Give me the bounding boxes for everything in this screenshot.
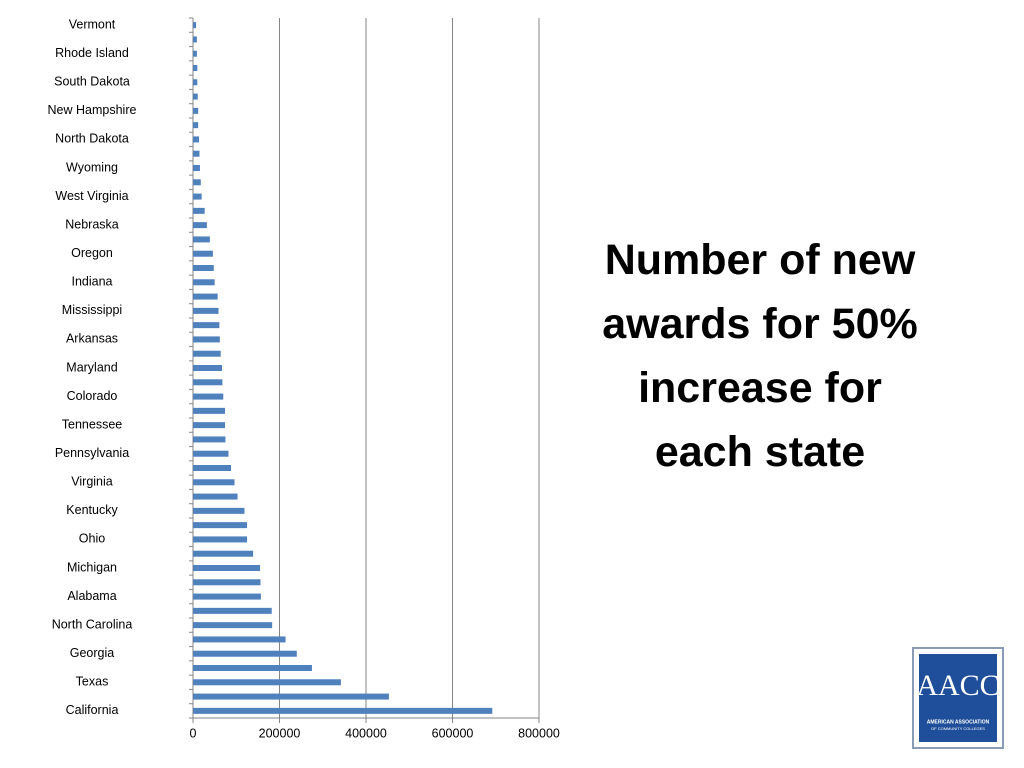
logo-field bbox=[919, 654, 997, 742]
bar bbox=[193, 165, 200, 171]
bar bbox=[193, 36, 197, 43]
bar bbox=[193, 279, 215, 286]
x-tick-label: 400000 bbox=[345, 726, 387, 740]
x-tick-label: 0 bbox=[190, 726, 197, 740]
y-tick-label: New Hampshire bbox=[48, 103, 137, 117]
y-tick-label: Wyoming bbox=[66, 160, 118, 174]
logo-mark: AACC bbox=[916, 669, 999, 702]
y-tick-label: Kentucky bbox=[66, 503, 118, 517]
bar bbox=[193, 107, 199, 114]
bar bbox=[193, 536, 248, 543]
y-tick-label: Georgia bbox=[70, 646, 115, 660]
bar bbox=[193, 622, 273, 629]
y-tick-label: Rhode Island bbox=[55, 46, 129, 60]
y-tick-label: South Dakota bbox=[54, 75, 130, 89]
bar bbox=[193, 350, 221, 357]
bar bbox=[193, 407, 226, 414]
x-tick-label: 200000 bbox=[259, 726, 301, 740]
bar bbox=[193, 22, 197, 29]
bar bbox=[193, 379, 223, 386]
bar bbox=[193, 450, 229, 457]
bar bbox=[193, 136, 200, 143]
y-tick-label: West Virginia bbox=[55, 189, 128, 203]
bar bbox=[193, 565, 261, 571]
bar bbox=[193, 636, 286, 643]
bar bbox=[193, 679, 341, 686]
bar bbox=[193, 607, 272, 614]
bar bbox=[193, 393, 224, 400]
bar bbox=[193, 79, 198, 86]
bar bbox=[193, 493, 238, 500]
y-tick-label: California bbox=[66, 703, 119, 717]
y-tick-label: Maryland bbox=[66, 360, 117, 374]
bar bbox=[193, 179, 201, 186]
y-tick-label: Pennsylvania bbox=[55, 446, 129, 460]
bar bbox=[193, 693, 389, 700]
y-tick-label: Virginia bbox=[71, 475, 113, 489]
bar bbox=[193, 522, 248, 529]
bar bbox=[193, 222, 207, 229]
bar bbox=[193, 236, 210, 243]
logo: AACC AMERICAN ASSOCIATION OF COMMUNITY C… bbox=[912, 647, 1004, 749]
y-tick-label: Arkansas bbox=[66, 332, 118, 346]
bar bbox=[193, 322, 220, 329]
bar bbox=[193, 507, 245, 514]
bar bbox=[193, 122, 199, 129]
bar bbox=[193, 193, 202, 200]
bar bbox=[193, 593, 261, 600]
y-tick-label: North Dakota bbox=[55, 132, 129, 146]
y-tick-label: North Carolina bbox=[52, 617, 133, 631]
bar bbox=[193, 665, 312, 671]
bar bbox=[193, 579, 261, 586]
bar bbox=[193, 365, 222, 371]
y-tick-label: Tennessee bbox=[62, 417, 123, 431]
y-tick-label: Alabama bbox=[67, 589, 116, 603]
y-tick-label: Michigan bbox=[67, 560, 117, 574]
y-tick-label: Vermont bbox=[69, 17, 116, 31]
bar bbox=[193, 336, 220, 343]
y-tick-label: Indiana bbox=[71, 275, 112, 289]
y-tick-label: Colorado bbox=[67, 389, 118, 403]
bar bbox=[193, 265, 214, 271]
bar bbox=[193, 250, 213, 257]
bar bbox=[193, 307, 219, 314]
bar bbox=[193, 436, 226, 443]
bar bbox=[193, 65, 198, 71]
bar bbox=[193, 650, 297, 657]
bar bbox=[193, 93, 198, 100]
bar bbox=[193, 479, 235, 486]
x-tick-label: 800000 bbox=[518, 726, 560, 740]
bar bbox=[193, 707, 493, 714]
y-tick-label: Mississippi bbox=[62, 303, 122, 317]
y-tick-label: Nebraska bbox=[65, 217, 119, 231]
bar bbox=[193, 207, 205, 214]
y-tick-label: Oregon bbox=[71, 246, 113, 260]
bar bbox=[193, 293, 218, 300]
bar bbox=[193, 422, 226, 429]
y-tick-label: Ohio bbox=[79, 532, 105, 546]
bar bbox=[193, 465, 232, 471]
bar bbox=[193, 150, 200, 157]
y-tick-label: Texas bbox=[76, 675, 109, 689]
logo-name: AMERICAN ASSOCIATION bbox=[927, 719, 990, 725]
bar bbox=[193, 550, 254, 557]
chart-title: Number of new awards for 50% increase fo… bbox=[602, 236, 918, 476]
x-tick-label: 600000 bbox=[432, 726, 474, 740]
bar bbox=[193, 50, 197, 57]
logo-subname: OF COMMUNITY COLLEGES bbox=[931, 726, 985, 731]
